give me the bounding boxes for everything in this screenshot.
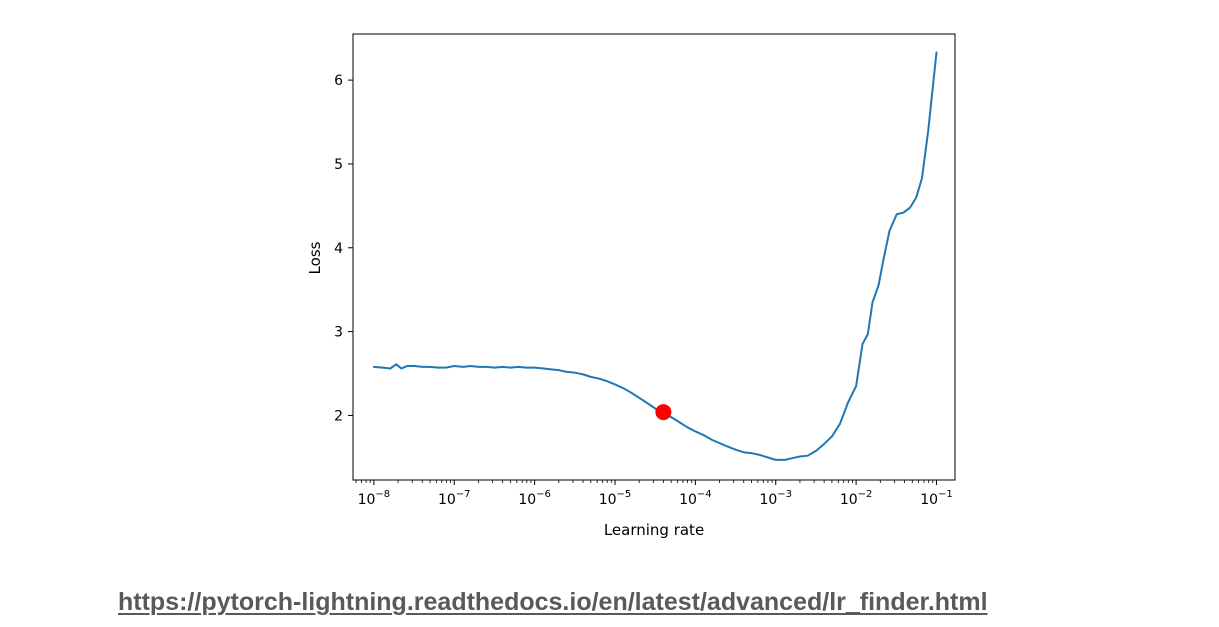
- x-tick-label: 10−4: [679, 489, 712, 508]
- x-tick-label: 10−8: [358, 489, 391, 508]
- x-tick-label: 10−2: [840, 489, 873, 508]
- x-tick-label: 10−6: [518, 489, 551, 508]
- plot-frame: [352, 33, 956, 481]
- x-tick-label: 10−3: [759, 489, 792, 508]
- ticks-layer: 10−8 10−7 10−6 10−5 10−4 10−3 10−2 10−1 2 3 4 5 6: [334, 73, 953, 508]
- y-tick-label: 2: [334, 408, 343, 424]
- y-tick-label: 4: [334, 241, 343, 257]
- plot-layer: [372, 51, 938, 461]
- suggested-lr-point: [655, 404, 672, 421]
- x-tick-label: 10−1: [920, 489, 953, 508]
- loss-series-line: [372, 51, 938, 461]
- x-tick-label: 10−7: [438, 489, 471, 508]
- y-axis-label: Loss: [306, 241, 324, 274]
- y-tick-label: 3: [334, 325, 343, 341]
- source-link[interactable]: https://pytorch-lightning.readthedocs.io…: [118, 588, 988, 616]
- y-tick-label: 6: [334, 73, 343, 89]
- y-tick-label: 5: [334, 157, 343, 173]
- x-tick-label: 10−5: [599, 489, 632, 508]
- x-axis-label: Learning rate: [604, 521, 704, 539]
- lr-finder-chart: 10−8 10−7 10−6 10−5 10−4 10−3 10−2 10−1 2 3 4 5 6 Le…: [306, 33, 956, 539]
